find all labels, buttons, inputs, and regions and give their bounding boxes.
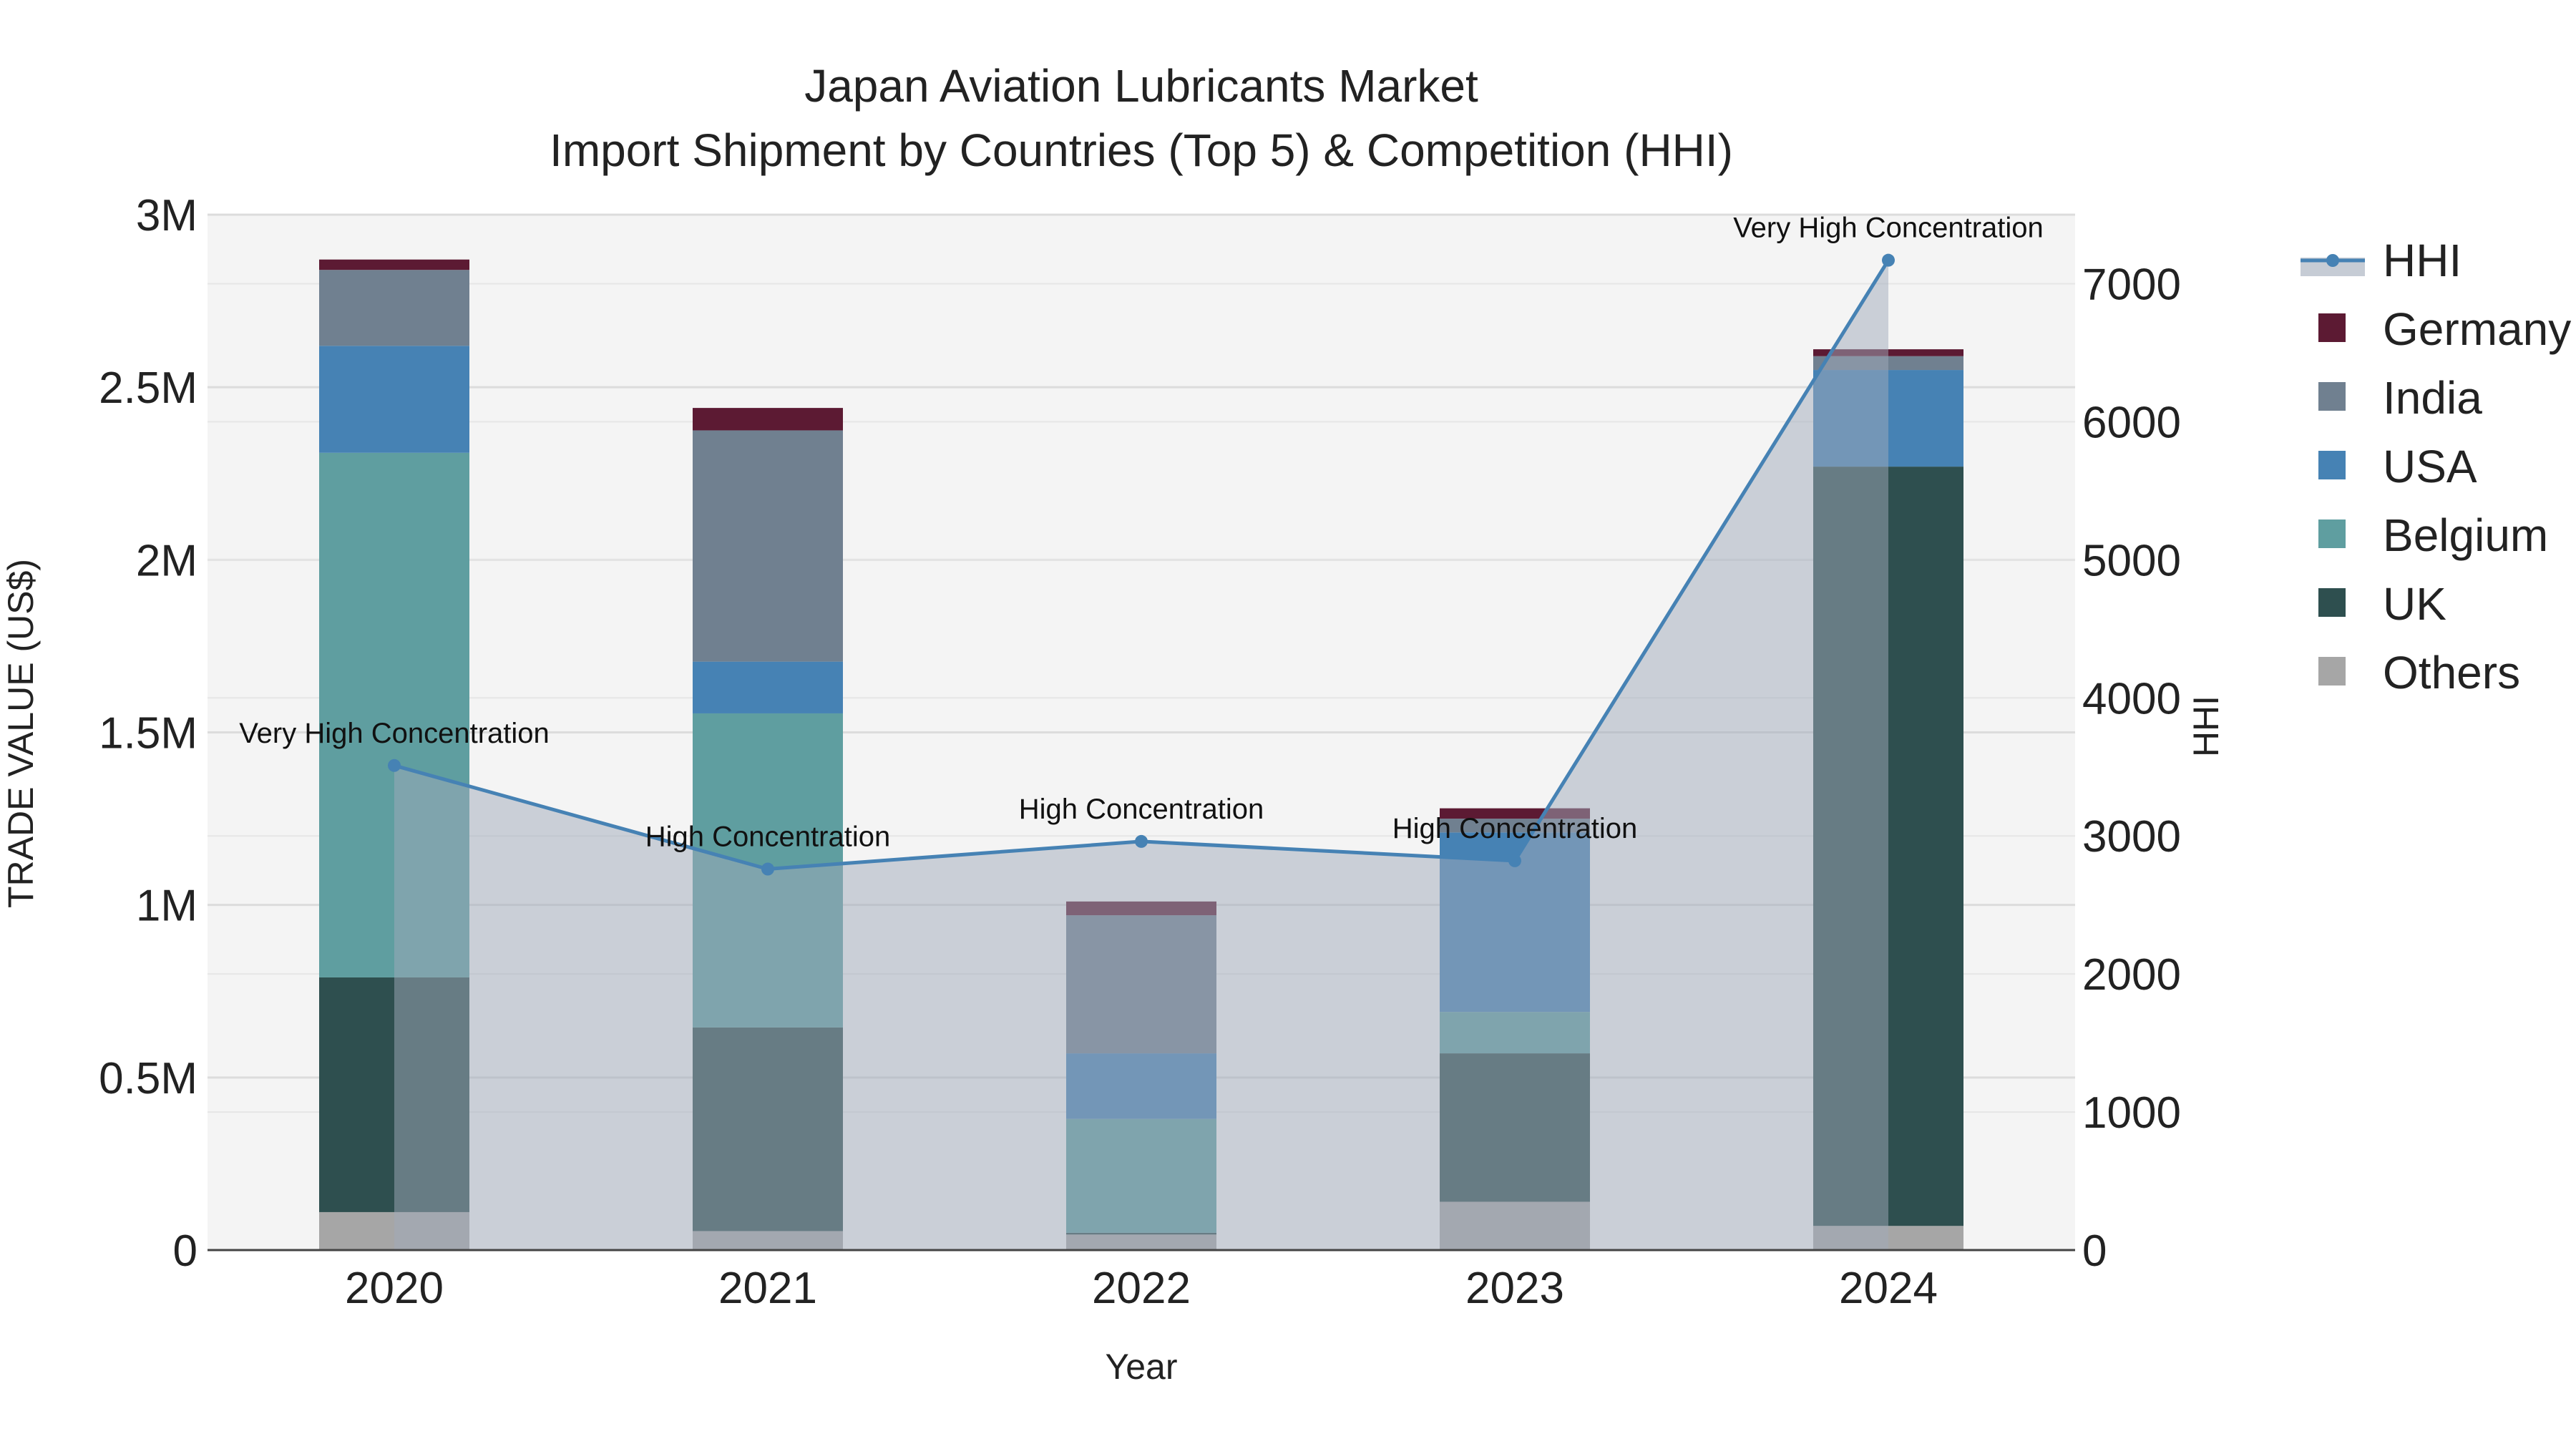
x-tick-label-2023: 2023 [1465, 1264, 1564, 1313]
bar-india-2020 [319, 270, 469, 346]
x-tick-label-2020: 2020 [345, 1264, 444, 1313]
legend-swatch-others [2318, 657, 2346, 686]
chart-title-line1: Japan Aviation Lubricants Market [804, 60, 1478, 112]
legend-item-germany: Germany [2318, 303, 2571, 355]
x-tick-label-2021: 2021 [718, 1264, 817, 1313]
y2-tick-label: 6000 [2082, 398, 2181, 447]
x-tick-labels: 2020 2021 2022 2023 2024 [345, 1264, 1938, 1313]
y-axis-title: TRADE VALUE (US$) [1, 559, 41, 908]
hhi-point-2020 [388, 758, 401, 772]
hhi-annotation-2020: Very High Concentration [239, 718, 550, 749]
y2-tick-label: 5000 [2082, 536, 2181, 585]
y-tick-label: 3M [136, 191, 197, 240]
y-tick-label: 2.5M [99, 364, 197, 413]
y-tick-label: 1M [136, 882, 197, 931]
y2-tick-labels: 0 1000 2000 3000 4000 5000 6000 7000 [2082, 260, 2181, 1276]
legend: HHI Germany India USA Belgium UK Others [2301, 235, 2571, 698]
legend-swatch-usa [2318, 451, 2346, 479]
legend-swatch-hhi-marker [2326, 254, 2339, 267]
y-tick-labels: 0 0.5M 1M 1.5M 2M 2.5M 3M [99, 191, 197, 1276]
bar-usa-2020 [319, 346, 469, 453]
legend-swatch-germany [2318, 313, 2346, 342]
legend-swatch-india [2318, 382, 2346, 411]
bar-germany-2021 [693, 408, 843, 431]
legend-item-india: India [2318, 372, 2482, 424]
legend-item-uk: UK [2318, 578, 2446, 630]
x-tick-label-2024: 2024 [1839, 1264, 1938, 1313]
legend-label-usa: USA [2383, 441, 2477, 492]
legend-label-others: Others [2383, 647, 2520, 698]
hhi-annotation-2024: Very High Concentration [1733, 213, 2044, 244]
hhi-point-2023 [1508, 854, 1521, 867]
y2-tick-label: 2000 [2082, 950, 2181, 1000]
hhi-annotation-2023: High Concentration [1392, 813, 1637, 844]
legend-label-germany: Germany [2383, 303, 2571, 355]
y-tick-label: 0.5M [99, 1054, 197, 1103]
y2-tick-label: 4000 [2082, 674, 2181, 723]
hhi-annotation-2021: High Concentration [645, 821, 890, 853]
legend-label-india: India [2383, 372, 2482, 424]
y2-tick-label: 3000 [2082, 812, 2181, 862]
hhi-area [394, 260, 1888, 1251]
x-axis-title: Year [1105, 1347, 1177, 1387]
y-tick-label: 1.5M [99, 709, 197, 758]
y-tick-label: 0 [173, 1226, 197, 1276]
hhi-point-2022 [1135, 834, 1148, 848]
y2-tick-label: 0 [2082, 1226, 2107, 1276]
legend-item-belgium: Belgium [2318, 509, 2548, 561]
y2-tick-label: 7000 [2082, 260, 2181, 309]
hhi-series: Very High Concentration High Concentratio… [239, 213, 2044, 1251]
legend-swatch-uk [2318, 588, 2346, 617]
bar-india-2021 [693, 430, 843, 662]
legend-item-hhi: HHI [2301, 235, 2462, 286]
legend-item-usa: USA [2318, 441, 2477, 492]
legend-label-belgium: Belgium [2383, 509, 2548, 561]
y-tick-label: 2M [136, 536, 197, 585]
hhi-point-2021 [761, 862, 774, 876]
bar-germany-2020 [319, 259, 469, 270]
chart-title-line2: Import Shipment by Countries (Top 5) & C… [550, 125, 1733, 176]
legend-label-hhi: HHI [2383, 235, 2462, 286]
x-tick-label-2022: 2022 [1092, 1264, 1191, 1313]
legend-item-others: Others [2318, 647, 2520, 698]
hhi-point-2024 [1882, 253, 1895, 267]
hhi-annotation-2022: High Concentration [1019, 794, 1264, 825]
y2-tick-label: 1000 [2082, 1088, 2181, 1138]
legend-swatch-belgium [2318, 519, 2346, 548]
bar-usa-2021 [693, 661, 843, 713]
y2-axis-title: HHI [2186, 696, 2226, 757]
legend-label-uk: UK [2383, 578, 2446, 630]
